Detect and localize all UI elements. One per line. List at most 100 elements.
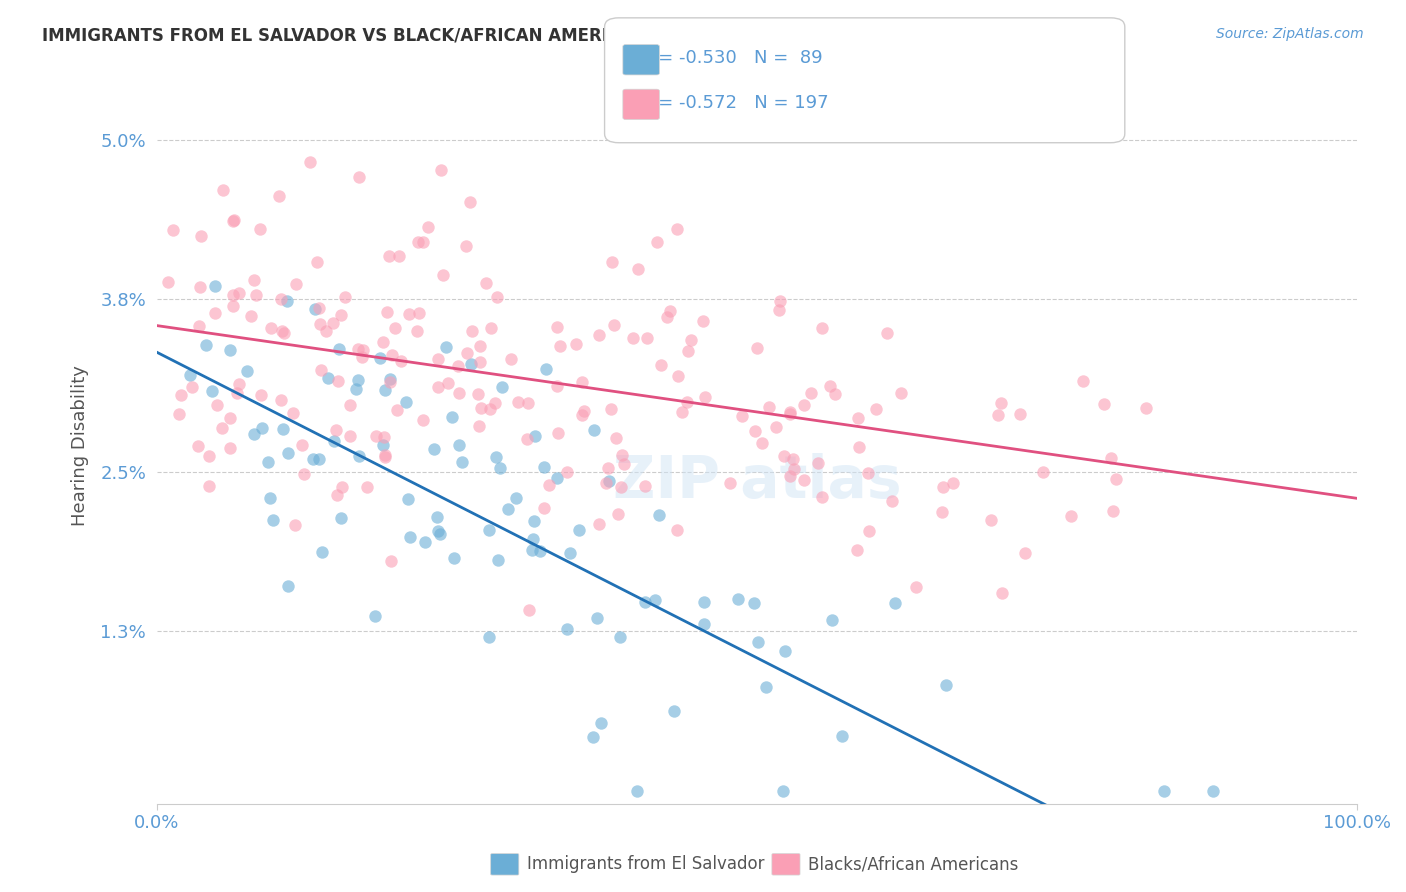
Point: [243, 273, 266, 287]
Point: [987, 409, 1010, 423]
Point: [598, 474, 620, 488]
Point: [647, 508, 669, 522]
Point: [678, 344, 700, 359]
Point: [467, 386, 489, 401]
Point: [322, 316, 344, 330]
Point: [257, 455, 280, 469]
Y-axis label: Hearing Disability: Hearing Disability: [72, 365, 89, 525]
Point: [720, 475, 742, 490]
Point: [326, 488, 349, 502]
Point: [758, 401, 780, 415]
Point: [373, 430, 395, 444]
Point: [644, 593, 666, 607]
Point: [768, 293, 790, 308]
Point: [434, 340, 457, 354]
Point: [352, 350, 374, 364]
Point: [179, 368, 201, 382]
Point: [408, 306, 430, 320]
Point: [610, 480, 633, 494]
Point: [589, 715, 612, 730]
Point: [198, 479, 221, 493]
Point: [380, 375, 402, 389]
Point: [613, 457, 636, 471]
Point: [520, 543, 543, 558]
Point: [508, 394, 530, 409]
Point: [565, 336, 588, 351]
Point: [478, 401, 501, 416]
Point: [865, 402, 887, 417]
Point: [302, 452, 325, 467]
Point: [169, 388, 191, 402]
Point: [534, 361, 557, 376]
Point: [426, 380, 449, 394]
Point: [1102, 504, 1125, 518]
Point: [284, 517, 307, 532]
Point: [1073, 374, 1095, 388]
Point: [522, 514, 544, 528]
Point: [650, 358, 672, 372]
Point: [389, 354, 412, 368]
Point: [811, 321, 834, 335]
Point: [285, 277, 308, 291]
Point: [486, 290, 509, 304]
Point: [645, 235, 668, 250]
Point: [935, 678, 957, 692]
Point: [316, 371, 339, 385]
Point: [374, 448, 396, 462]
Point: [339, 429, 361, 443]
Point: [277, 446, 299, 460]
Point: [517, 602, 540, 616]
Point: [558, 546, 581, 560]
Point: [467, 419, 489, 434]
Point: [793, 473, 815, 487]
Point: [344, 383, 367, 397]
Point: [665, 523, 688, 537]
Point: [222, 213, 245, 227]
Point: [222, 287, 245, 301]
Point: [190, 228, 212, 243]
Point: [260, 321, 283, 335]
Point: [352, 343, 374, 358]
Point: [250, 388, 273, 402]
Point: [751, 436, 773, 450]
Point: [755, 680, 778, 694]
Point: [373, 335, 395, 350]
Point: [330, 511, 353, 525]
Point: [456, 345, 478, 359]
Point: [606, 507, 628, 521]
Point: [571, 375, 593, 389]
Point: [582, 730, 605, 744]
Point: [468, 355, 491, 369]
Point: [240, 309, 263, 323]
Point: [198, 449, 221, 463]
Point: [779, 405, 801, 419]
Point: [571, 408, 593, 422]
Point: [595, 475, 617, 490]
Point: [412, 412, 434, 426]
Point: [222, 214, 245, 228]
Point: [292, 467, 315, 482]
Point: [662, 704, 685, 718]
Point: [201, 384, 224, 398]
Point: [858, 524, 880, 539]
Point: [167, 407, 190, 421]
Point: [429, 527, 451, 541]
Point: [456, 239, 478, 253]
Point: [308, 301, 330, 316]
Point: [523, 429, 546, 443]
Point: [627, 261, 650, 276]
Point: [273, 326, 295, 340]
Point: [693, 390, 716, 404]
Point: [692, 616, 714, 631]
Point: [529, 544, 551, 558]
Point: [636, 331, 658, 345]
Point: [516, 396, 538, 410]
Point: [364, 429, 387, 443]
Point: [1135, 401, 1157, 415]
Point: [772, 783, 794, 797]
Point: [413, 535, 436, 549]
Point: [603, 318, 626, 332]
Text: Blacks/African Americans: Blacks/African Americans: [808, 855, 1019, 873]
Point: [744, 424, 766, 438]
Point: [800, 385, 823, 400]
